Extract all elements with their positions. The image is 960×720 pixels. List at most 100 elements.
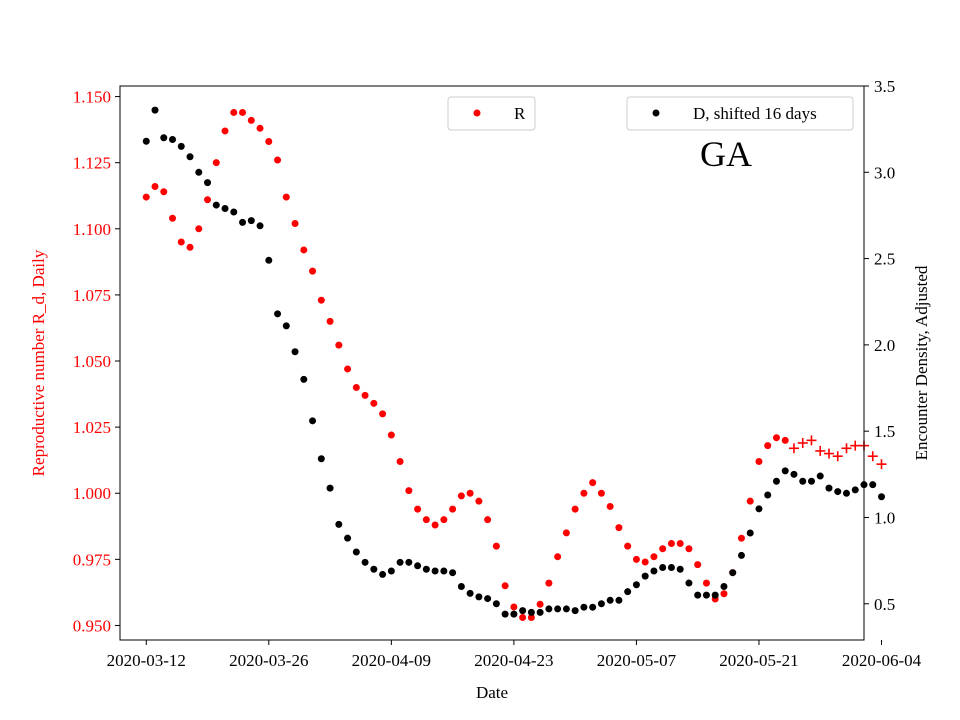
y-left-tick-label: 1.125 xyxy=(73,154,111,173)
r-data-point xyxy=(160,188,168,196)
y-left-tick-label: 1.000 xyxy=(73,484,111,503)
r-data-point xyxy=(510,603,518,611)
legend-r-marker xyxy=(473,109,481,117)
r-data-point xyxy=(221,127,229,135)
d-data-point xyxy=(160,134,168,142)
d-data-point xyxy=(597,600,605,608)
r-data-point xyxy=(370,399,378,407)
d-data-point xyxy=(282,322,290,330)
d-data-point xyxy=(869,481,877,489)
r-data-point xyxy=(186,243,194,251)
d-data-point xyxy=(169,136,177,144)
d-data-point xyxy=(667,564,675,572)
d-data-point xyxy=(239,218,247,226)
y-left-tick-label: 1.075 xyxy=(73,286,111,305)
d-data-point xyxy=(204,179,212,187)
d-data-point xyxy=(326,484,334,492)
d-data-point xyxy=(212,201,220,209)
r-data-point xyxy=(781,436,789,444)
d-data-point xyxy=(186,153,194,161)
y-left-tick-label: 1.050 xyxy=(73,352,111,371)
d-data-point xyxy=(387,567,395,575)
r-data-point xyxy=(142,193,150,201)
r-data-point xyxy=(667,539,675,547)
d-data-point xyxy=(475,593,483,601)
plot-frame xyxy=(119,85,865,641)
r-projected-point xyxy=(850,440,861,451)
r-data-point xyxy=(519,614,527,622)
r-data-point xyxy=(676,539,684,547)
d-data-point xyxy=(624,588,632,596)
d-data-point xyxy=(291,348,299,356)
y-right-tick-label: 1.0 xyxy=(874,508,895,527)
d-data-point xyxy=(370,565,378,573)
x-tick-label: 2020-05-21 xyxy=(719,651,798,670)
y-left-tick-label: 1.150 xyxy=(73,88,111,107)
r-data-point xyxy=(615,524,623,532)
d-data-point xyxy=(545,605,553,613)
x-tick-label: 2020-06-04 xyxy=(842,651,922,670)
r-data-point xyxy=(772,434,780,442)
r-data-point xyxy=(256,124,264,132)
d-data-point xyxy=(694,591,702,599)
x-tick-label: 2020-05-07 xyxy=(597,651,677,670)
r-projected-point xyxy=(867,451,878,462)
r-data-point xyxy=(387,431,395,439)
r-data-point xyxy=(536,600,544,608)
d-data-point xyxy=(729,569,737,577)
d-data-point xyxy=(816,472,824,480)
d-data-point xyxy=(807,477,815,485)
r-data-point xyxy=(195,225,203,233)
d-data-point xyxy=(440,567,448,575)
r-projected-point xyxy=(806,435,817,446)
d-data-point xyxy=(457,582,465,590)
d-data-point xyxy=(309,417,317,425)
r-data-point xyxy=(361,391,369,399)
d-data-point xyxy=(195,168,203,176)
d-data-point xyxy=(842,489,850,497)
d-data-point xyxy=(659,564,667,572)
d-data-point xyxy=(641,572,649,580)
r-projected-point xyxy=(832,451,843,462)
legend-r: R xyxy=(447,96,536,131)
d-data-point xyxy=(274,310,282,318)
x-tick-label: 2020-03-26 xyxy=(229,651,308,670)
r-data-point xyxy=(562,529,570,537)
r-data-point xyxy=(702,579,710,587)
r-data-point xyxy=(326,317,334,325)
r-projected-point xyxy=(876,459,887,470)
r-data-point xyxy=(484,516,492,524)
r-data-point xyxy=(291,220,299,228)
y-axis-right-label: Encounter Density, Adjusted xyxy=(912,265,931,460)
d-data-point xyxy=(562,605,570,613)
d-data-point xyxy=(536,608,544,616)
r-data-point xyxy=(212,159,220,167)
r-data-point xyxy=(274,156,282,164)
r-data-point xyxy=(169,214,177,222)
d-data-point xyxy=(151,106,159,114)
d-data-point xyxy=(361,558,369,566)
y-left-tick-label: 0.950 xyxy=(73,616,111,635)
r-data-point xyxy=(589,479,597,487)
d-data-point xyxy=(431,567,439,575)
d-data-point xyxy=(466,589,474,597)
d-data-point xyxy=(825,484,833,492)
r-projected-point xyxy=(815,445,826,456)
legend-d-marker xyxy=(652,109,660,117)
d-data-point xyxy=(571,607,579,615)
d-data-point xyxy=(501,610,509,618)
r-data-point xyxy=(431,521,439,529)
d-data-point xyxy=(405,558,413,566)
d-data-point xyxy=(606,596,614,604)
d-data-point xyxy=(335,520,343,528)
r-data-point xyxy=(720,590,728,598)
d-data-point xyxy=(142,137,150,145)
d-data-point xyxy=(720,582,728,590)
r-data-point xyxy=(746,497,754,505)
y-left-tick-label: 1.025 xyxy=(73,418,111,437)
r-data-point xyxy=(527,614,535,622)
r-data-point xyxy=(624,542,632,550)
d-data-point xyxy=(449,569,457,577)
y-right-tick-label: 3.5 xyxy=(874,77,895,96)
r-data-point xyxy=(309,267,317,275)
